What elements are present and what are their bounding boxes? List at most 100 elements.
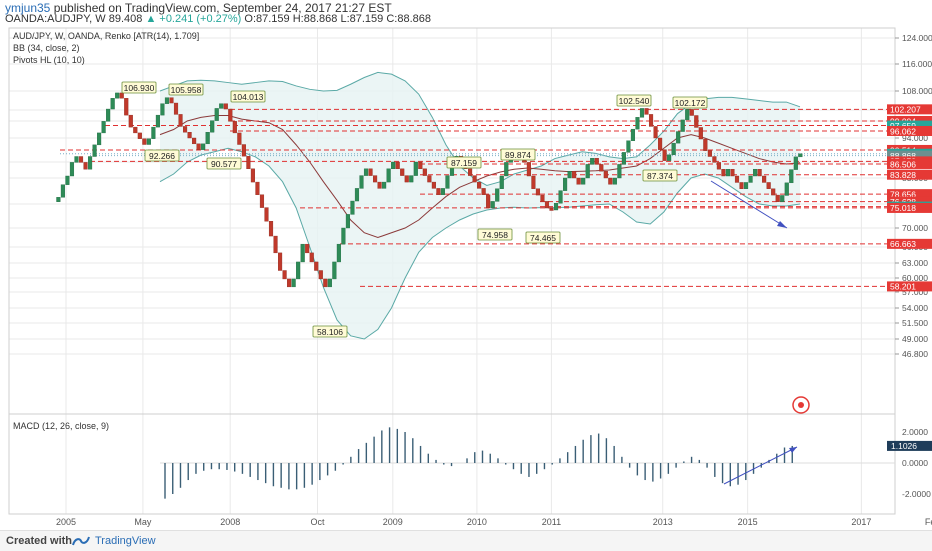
renko-brick-down [178, 114, 183, 127]
renko-brick-down [377, 181, 382, 189]
renko-brick-down [192, 137, 197, 145]
level-badge [887, 202, 932, 213]
renko-brick-down [549, 207, 554, 211]
renko-brick-down [572, 170, 577, 179]
price-tick-label: 54.000 [902, 303, 928, 313]
price-tick-label: 60.000 [902, 273, 928, 283]
last-price: 89.408 [108, 13, 143, 25]
price-arrowhead-icon [777, 221, 787, 228]
created-with-label: Created with [6, 535, 73, 547]
renko-brick-up [354, 188, 360, 202]
renko-brick-down [228, 108, 233, 122]
renko-brick-up [409, 175, 414, 183]
renko-brick-up [440, 188, 445, 195]
price-trend-arrow [710, 180, 788, 229]
renko-brick-up [490, 201, 495, 209]
renko-brick-up [219, 103, 224, 109]
time-tick-label: 2008 [220, 517, 240, 527]
level-badge-text: 58.201 [890, 282, 916, 292]
legend-pivots: Pivots HL (10, 10) [13, 55, 85, 65]
renko-brick-up [201, 143, 206, 150]
time-tick-label: 2015 [738, 517, 758, 527]
renko-brick-down [716, 162, 721, 170]
renko-brick-down [771, 188, 776, 196]
low-value: L:87.159 [340, 13, 384, 25]
quote-line: OANDA:AUDJPY, W 89.408 ▲ +0.241 (+0.27%)… [5, 13, 431, 25]
renko-brick-up [164, 97, 170, 104]
pivot-low-label: 58.106 [312, 325, 348, 338]
renko-brick-down [273, 235, 278, 254]
macd-pane[interactable] [8, 413, 896, 515]
level-badge [887, 104, 932, 115]
price-tick-label: 94.000 [902, 133, 928, 143]
macd-tick-label: -2.0000 [902, 489, 931, 499]
renko-brick-up [567, 170, 572, 179]
tradingview-link[interactable]: TradingView [95, 535, 156, 547]
pivot-high-label-box [616, 94, 652, 107]
renko-brick-down [698, 127, 703, 140]
target-icon [792, 396, 810, 414]
renko-brick-up [359, 175, 364, 189]
time-tick-label: 2010 [467, 517, 487, 527]
renko-brick-down [535, 188, 541, 196]
pivot-low-label-box [525, 231, 561, 244]
pivot-low-label: 87.374 [642, 169, 678, 182]
renko-brick-down [255, 181, 260, 195]
level-badge-text: 86.506 [890, 159, 916, 169]
level-badge [887, 169, 932, 180]
renko-brick-down [757, 168, 762, 177]
pivot-low-label: 74.465 [525, 231, 561, 244]
renko-brick-down [287, 278, 292, 288]
time-tick-label: 2013 [653, 517, 673, 527]
bollinger-bands [159, 71, 801, 340]
legend-macd: MACD (12, 26, close, 9) [13, 421, 109, 431]
pivot-low-label-box [206, 157, 242, 170]
price-tick-label: 108.000 [902, 86, 932, 96]
time-axis[interactable]: 2005 May 2008 Oct 2009 2010 2011 2013 2015 2017 Fe… [56, 517, 932, 527]
renko-brick-down [694, 115, 699, 128]
pivot-high-label-text: 89.874 [505, 150, 531, 160]
renko-brick-down [603, 170, 608, 179]
renko-brick-up [291, 278, 296, 288]
author-link[interactable]: ymjun35 [5, 1, 51, 15]
time-tick-label: 2005 [56, 517, 76, 527]
renko-brick-up [680, 119, 685, 132]
renko-brick-down [739, 182, 744, 189]
pivot-low-label-box [144, 149, 180, 162]
publish-line: ymjun35 published on TradingView.com, Se… [5, 1, 392, 15]
renko-brick-down [264, 207, 269, 222]
renko-brick-up [499, 175, 504, 189]
renko-brick-up [65, 175, 70, 185]
pivot-low-label-text: 58.106 [317, 327, 343, 337]
renko-brick-up [363, 168, 369, 176]
chart-canvas[interactable]: 106.930 105.958 104.013 87.159 89.874 102.540… [0, 0, 932, 530]
renko-brick-up [753, 168, 758, 177]
macd-histogram: 2.0000 0.0000 -2.0000 1.1026 [160, 427, 932, 499]
renko-brick-up [612, 177, 617, 185]
renko-brick-down [314, 261, 319, 271]
renko-brick-down [468, 168, 473, 176]
renko-brick-up [725, 168, 731, 177]
renko-brick-down [544, 201, 550, 209]
pivot-high-label-box [230, 90, 266, 103]
time-tick-label: Oct [311, 517, 326, 527]
renko-brick-down [531, 175, 536, 189]
renko-brick-down [373, 175, 378, 183]
pivot-high-label-text: 104.013 [233, 92, 264, 102]
macd-value-text: 1.1026 [891, 441, 917, 451]
price-tick-label: 70.000 [902, 223, 928, 233]
renko-brick-down [599, 164, 604, 172]
renko-brick-up [151, 126, 156, 139]
renko-brick-down [128, 114, 133, 128]
renko-brick-up [553, 203, 559, 211]
renko-brick-up [336, 243, 341, 263]
renko-brick-down [477, 181, 482, 189]
price-tick-label: 51.500 [902, 318, 928, 328]
renko-brick-down [278, 252, 283, 271]
pivot-high-label-text: 106.930 [124, 83, 155, 93]
renko-brick-down [762, 175, 767, 183]
price-axis[interactable]: 124.000116.000108.000102.00099.00094.000… [887, 33, 932, 359]
renko-brick-down [481, 188, 486, 195]
renko-brick-down [418, 161, 423, 170]
pivot-low-label-text: 92.266 [149, 151, 175, 161]
